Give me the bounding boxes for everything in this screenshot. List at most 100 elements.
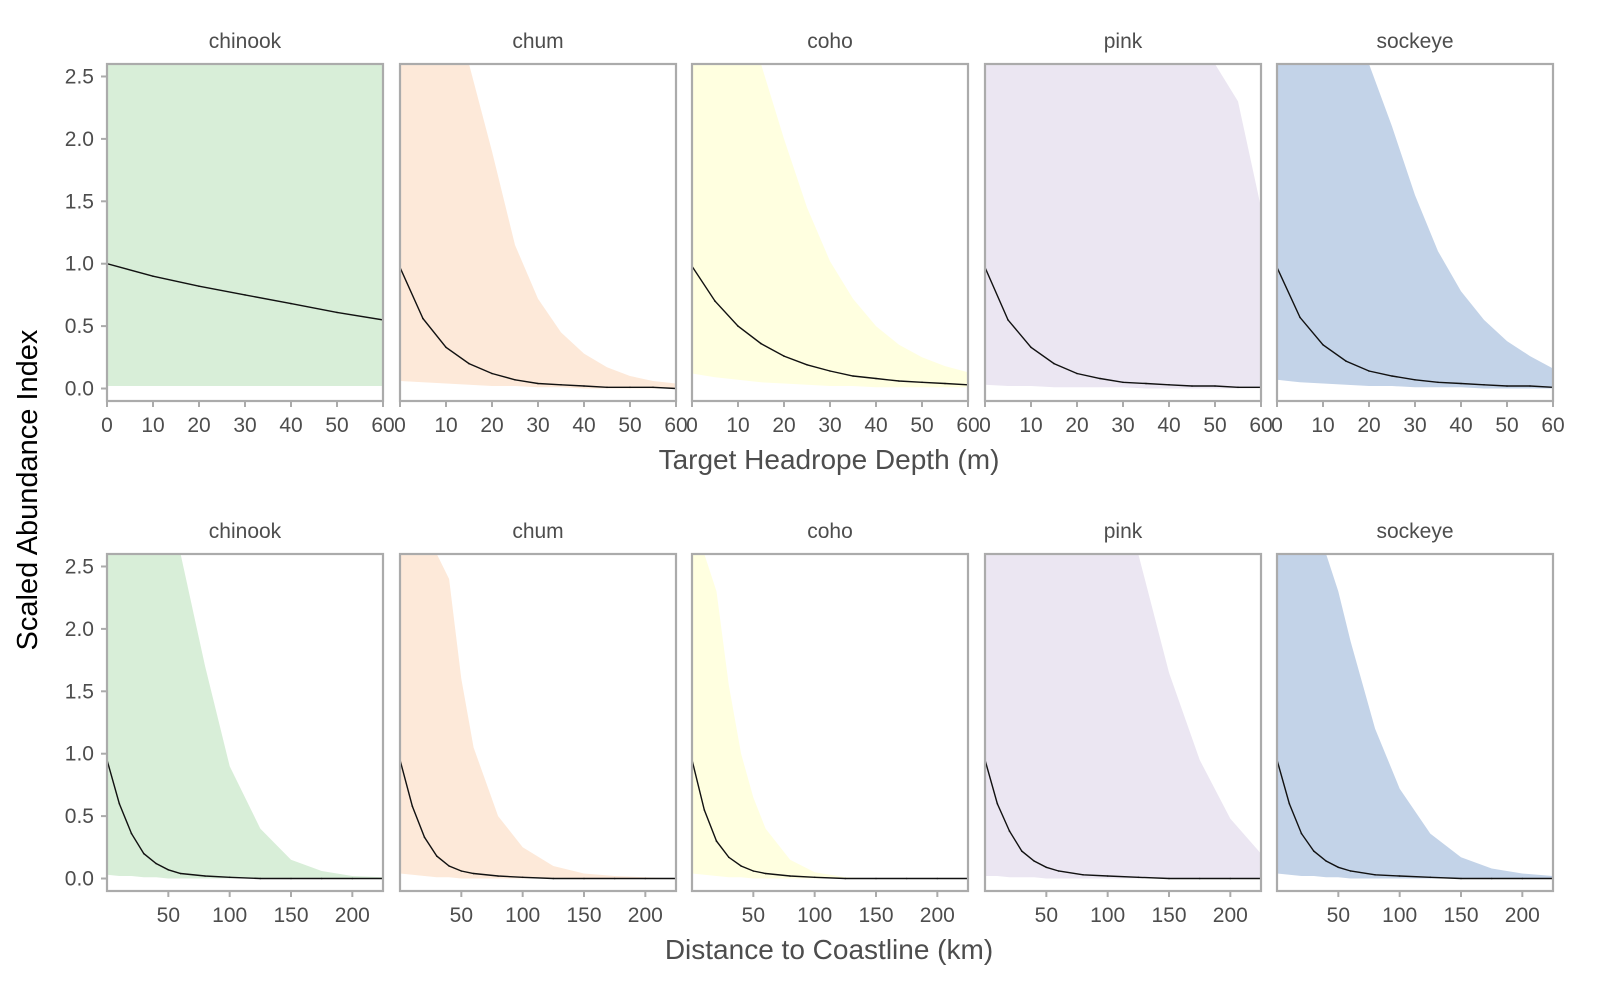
data-point-chum-2	[445, 346, 447, 349]
data-point-chum-11	[613, 877, 616, 880]
x-tick-label: 60	[1541, 414, 1564, 437]
data-point-pink-9	[1191, 385, 1193, 387]
confidence-band-chinook	[107, 554, 383, 879]
x-tick-label: 50	[618, 414, 641, 437]
panel-sockeye: sockeye 50 100 150 200	[1275, 520, 1555, 927]
panel-chinook: chinook 0 10 20 30 40 50 60 0.0 0.5 1.0 1.5 2.0 2.5	[65, 30, 395, 437]
data-point-chum-4	[448, 865, 450, 867]
data-point-chinook-2	[198, 285, 200, 288]
panel-border-coho	[690, 552, 970, 893]
data-point-coho-7	[789, 875, 791, 877]
x-tick-label: 20	[1065, 414, 1088, 437]
data-point-coho-12	[936, 877, 939, 880]
data-point-sockeye-5	[1337, 866, 1340, 869]
fit-line-chum	[400, 759, 676, 880]
data-point-chinook-5	[167, 869, 170, 871]
x-tick-label: 150	[858, 904, 893, 927]
x-tick-label: 50	[910, 414, 933, 437]
data-point-pink-4	[1076, 372, 1078, 375]
data-point-pink-1	[996, 802, 999, 805]
data-point-coho-2	[715, 840, 718, 842]
x-tick-label: 50	[1035, 904, 1058, 927]
data-point-sockeye-11	[1529, 385, 1531, 387]
confidence-band-coho	[692, 64, 968, 388]
facet-title-chinook: chinook	[209, 520, 282, 543]
confidence-band-chum	[400, 64, 676, 389]
data-point-chum-3	[436, 855, 438, 857]
data-point-chum-12	[644, 877, 647, 880]
facet-title-sockeye: sockeye	[1376, 30, 1453, 53]
x-tick-label: 100	[212, 904, 247, 927]
x-tick-label: 100	[505, 904, 540, 927]
data-point-chinook-12	[351, 877, 354, 880]
data-point-pink-6	[1057, 870, 1060, 872]
x-tick-label: 20	[480, 414, 503, 437]
data-point-coho-7	[852, 375, 854, 377]
confidence-band-pink	[985, 64, 1261, 389]
x-tick-label: 100	[1090, 904, 1125, 927]
data-point-coho-1	[703, 809, 706, 811]
data-point-pink-10	[1214, 385, 1216, 387]
x-tick-label: 100	[797, 904, 832, 927]
data-point-sockeye-8	[1398, 875, 1401, 877]
data-point-chinook-11	[320, 877, 323, 880]
data-point-pink-6	[1122, 381, 1124, 384]
x-tick-label: 50	[1203, 414, 1226, 437]
y-tick-label: 1.5	[65, 680, 94, 703]
x-tick-label: 0	[979, 414, 991, 437]
data-point-chum-7	[497, 875, 499, 877]
x-tick-label: 60	[664, 414, 687, 437]
x-tick-label: 50	[157, 904, 180, 927]
data-point-chum-5	[460, 870, 463, 872]
confidence-band-coho	[692, 554, 968, 879]
data-point-coho-10	[875, 877, 877, 880]
y-tick-label: 2.0	[65, 618, 94, 641]
data-point-sockeye-3	[1345, 360, 1347, 362]
data-point-pink-12	[1229, 877, 1232, 880]
data-point-sockeye-7	[1374, 874, 1376, 876]
data-point-sockeye-2	[1300, 832, 1303, 835]
data-point-chinook-8	[228, 876, 231, 879]
data-point-sockeye-6	[1414, 379, 1416, 381]
data-point-chum-3	[468, 362, 470, 365]
data-point-chum-9	[606, 386, 608, 389]
x-tick-label: 60	[1249, 414, 1272, 437]
x-tick-label: 20	[1357, 414, 1380, 437]
data-point-chum-8	[521, 876, 524, 879]
x-tick-label: 40	[1449, 414, 1472, 437]
data-point-chum-10	[629, 386, 631, 389]
x-tick-label: 10	[141, 414, 164, 437]
data-point-pink-4	[1033, 860, 1035, 862]
data-point-sockeye-7	[1437, 381, 1439, 384]
x-tick-label: 200	[1505, 904, 1540, 927]
data-point-coho-9	[898, 380, 900, 382]
x-tick-label: 200	[920, 904, 955, 927]
data-point-coho-11	[944, 382, 946, 385]
y-tick-label: 2.5	[65, 555, 94, 578]
facet-title-coho: coho	[807, 30, 853, 53]
data-point-pink-2	[1008, 830, 1011, 832]
panel-pink: pink 50 100 150 200	[983, 520, 1263, 927]
data-point-sockeye-3	[1313, 850, 1315, 852]
data-point-pink-10	[1168, 877, 1170, 880]
facet-title-pink: pink	[1104, 30, 1143, 53]
fit-line-coho	[692, 759, 968, 880]
x-tick-label: 60	[956, 414, 979, 437]
data-point-coho-3	[760, 342, 762, 345]
x-tick-label: 150	[273, 904, 308, 927]
data-point-chinook-7	[204, 875, 206, 877]
fit-line-chinook	[107, 759, 383, 880]
data-point-sockeye-1	[1299, 316, 1301, 319]
panel-border-pink	[983, 552, 1263, 893]
data-point-pink-2	[1030, 346, 1032, 349]
x-tick-label: 100	[1382, 904, 1417, 927]
x-tick-label: 30	[233, 414, 256, 437]
data-point-coho-8	[813, 876, 816, 879]
data-point-chinook-5	[336, 311, 338, 314]
data-point-pink-7	[1082, 874, 1084, 876]
data-point-chum-8	[583, 385, 585, 387]
data-point-sockeye-9	[1483, 384, 1485, 386]
data-point-coho-11	[905, 877, 908, 880]
x-tick-label: 30	[526, 414, 549, 437]
